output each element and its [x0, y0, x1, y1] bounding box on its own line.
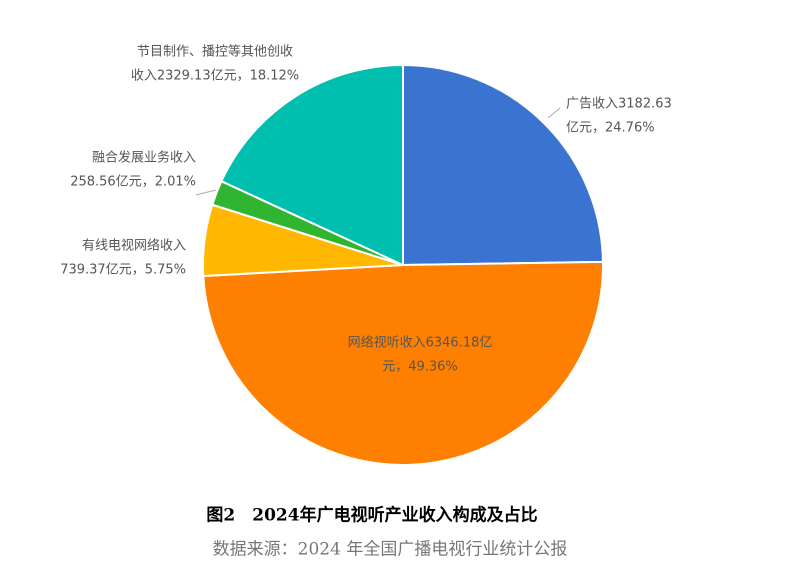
chart-subtitle: 数据来源：2024 年全国广播电视行业统计公报: [213, 540, 568, 560]
data-label: 融合发展业务收入: [92, 150, 196, 166]
data-label: 收入2329.13亿元，18.12%: [131, 69, 299, 84]
data-label: 有线电视网络收入: [82, 238, 186, 254]
data-label: 广告收入3182.63: [566, 97, 672, 112]
leader-line: [547, 107, 561, 119]
pie-slice: [220, 63, 404, 267]
data-label: 亿元，24.76%: [566, 121, 655, 136]
chart-title: 图2 2024年广电视听产业收入构成及占比: [206, 505, 537, 526]
pie-slice: [202, 260, 604, 467]
data-label: 739.37亿元，5.75%: [60, 263, 186, 278]
data-label: 元，49.36%: [382, 360, 458, 375]
data-label: 网络视听收入6346.18亿: [348, 335, 493, 351]
pie-slice: [402, 63, 604, 267]
leader-line: [195, 189, 217, 196]
data-label: 节目制作、播控等其他创收: [137, 44, 293, 60]
data-label: 258.56亿元，2.01%: [70, 175, 196, 190]
